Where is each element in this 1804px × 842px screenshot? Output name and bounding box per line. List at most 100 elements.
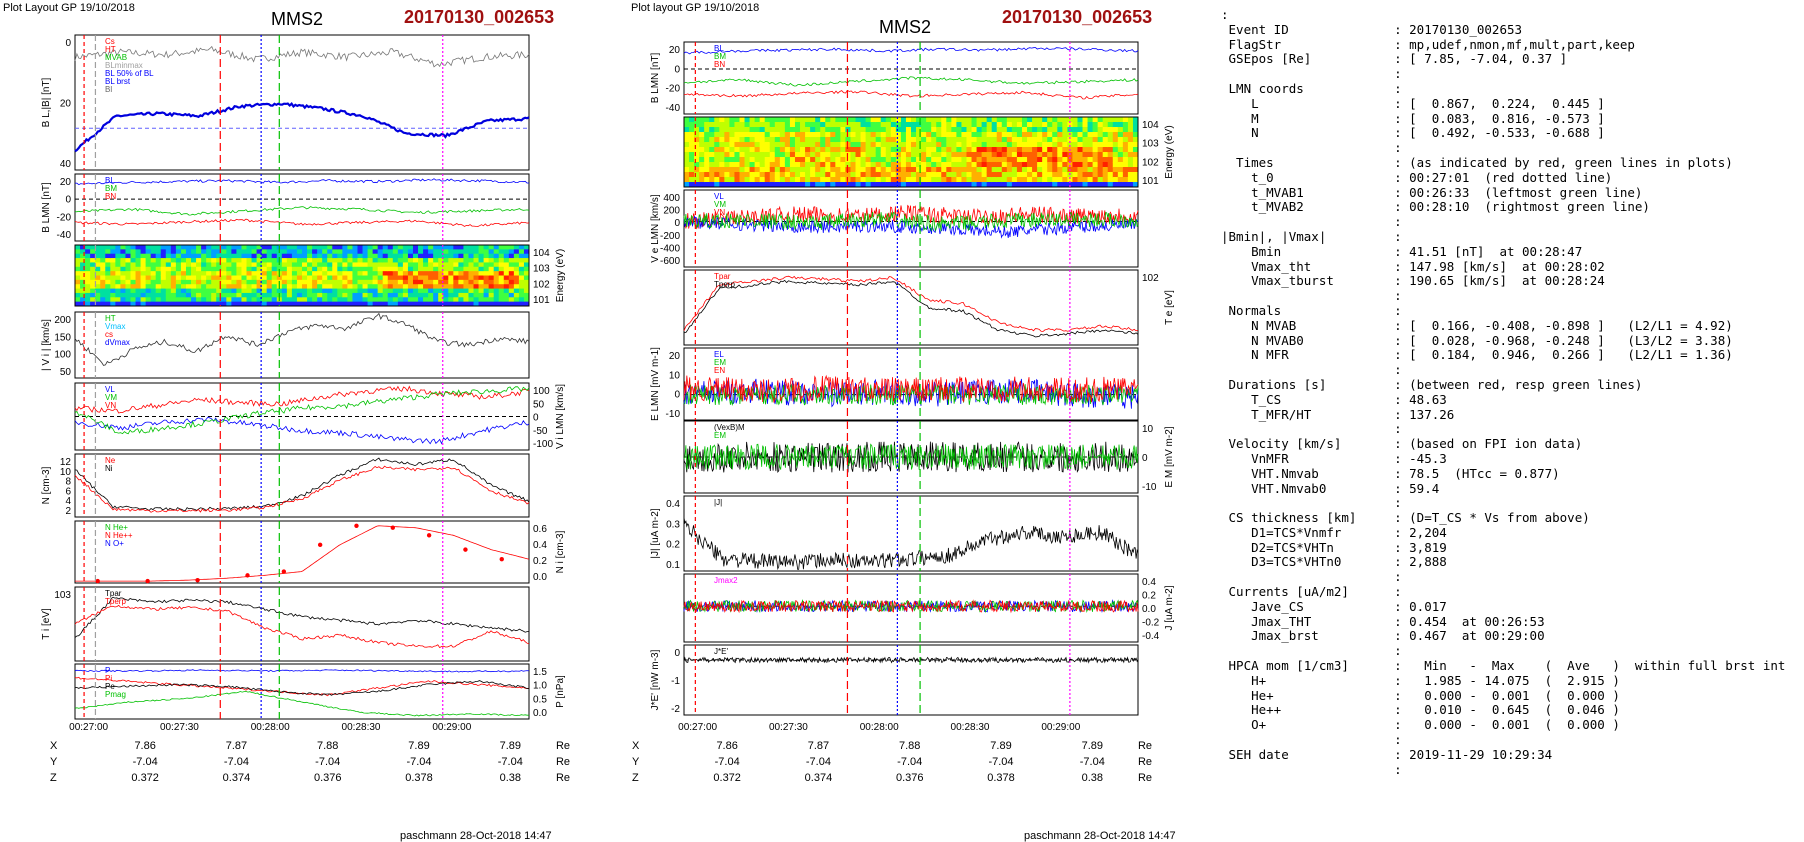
spectrogram-cell	[145, 249, 152, 255]
spectrogram-cell	[1037, 127, 1043, 133]
spectrogram-cell	[523, 301, 530, 307]
spectrogram-cell	[840, 152, 846, 158]
spectrogram-cell	[498, 271, 505, 276]
spectrogram-cell	[1122, 167, 1129, 173]
spectrogram-cell	[443, 249, 449, 255]
spectrogram-cell	[125, 245, 131, 250]
spectrogram-cell	[941, 147, 947, 153]
spectrogram-cell	[438, 275, 444, 281]
spectrogram-cell	[508, 253, 515, 259]
spectrogram-cell	[1107, 172, 1114, 178]
coord-unit: Re	[555, 740, 570, 752]
spectrogram-cell	[503, 284, 510, 290]
spectrogram-cell	[231, 301, 237, 307]
spectrogram-cell	[382, 301, 389, 307]
spectrogram-cell	[80, 253, 86, 259]
spectrogram-cell	[513, 266, 520, 272]
spectrogram-cell	[941, 137, 947, 143]
spectrogram-cell	[981, 122, 988, 128]
spectrogram-cell	[85, 279, 91, 285]
spectrogram-cell	[175, 249, 182, 255]
spectrogram-cell	[704, 152, 710, 158]
spectrogram-cell	[764, 182, 771, 188]
spectrogram-cell	[392, 258, 399, 263]
spectrogram-cell	[191, 292, 197, 298]
spectrogram-cell	[402, 245, 409, 250]
spectrogram-cell	[1132, 147, 1139, 153]
spectrogram-cell	[387, 249, 394, 255]
spectrogram-cell	[1107, 162, 1114, 168]
spectrogram-cell	[130, 279, 137, 285]
spectrogram-cell	[468, 245, 475, 250]
plot-frame	[74, 663, 530, 720]
spectrogram-cell	[231, 245, 237, 250]
spectrogram-cell	[468, 275, 475, 281]
spectrogram-cell	[251, 288, 258, 294]
spectrogram-cell	[191, 245, 197, 250]
spectrogram-cell	[296, 297, 303, 303]
spectrogram-cell	[387, 292, 394, 298]
spectrogram-cell	[231, 297, 237, 303]
spectrogram-cell	[820, 172, 826, 178]
coord-value: -7.04	[406, 756, 432, 768]
spectrogram-cell	[281, 249, 288, 255]
legend-entry: VN	[105, 401, 116, 410]
spectrogram-cell	[956, 172, 962, 178]
spectrogram-cell	[100, 245, 106, 250]
spectrogram-cell	[1122, 117, 1129, 123]
spectrogram-cell	[140, 262, 147, 268]
spectrogram-cell	[1062, 137, 1068, 143]
spectrogram-cell	[1102, 117, 1109, 123]
tick-label: 12	[60, 457, 72, 468]
spectrogram-cell	[256, 301, 263, 307]
spectrogram-cell	[794, 157, 801, 163]
spectrogram-cell	[261, 253, 268, 259]
spectrogram-cell	[357, 258, 364, 263]
spectrogram-cell	[1112, 172, 1119, 178]
spectrogram-cell	[206, 288, 212, 294]
spectrogram-cell	[473, 284, 480, 290]
spectrogram-cell	[271, 275, 278, 281]
spectrogram-cell	[407, 288, 414, 294]
spectrogram-cell	[110, 253, 116, 259]
spectrogram-cell	[463, 258, 469, 263]
spectrogram-cell	[1127, 182, 1134, 188]
spectrogram-cell	[392, 266, 399, 272]
spectrogram-cell	[352, 271, 358, 276]
spectrogram-cell	[991, 182, 998, 188]
spectrogram-cell	[860, 132, 867, 138]
spectrogram-cell	[1042, 132, 1048, 138]
spectrogram-cell	[347, 292, 353, 298]
spectrogram-cell	[402, 262, 409, 268]
spectrogram-cell	[135, 292, 142, 298]
spectrogram-cell	[120, 284, 126, 290]
spectrogram-cell	[347, 253, 353, 259]
spectrogram-cell	[241, 245, 248, 250]
spectrogram-cell	[1042, 127, 1048, 133]
spectrogram-cell	[905, 152, 912, 158]
spectrogram-cell	[764, 127, 771, 133]
spectrogram-cell	[1097, 127, 1104, 133]
spectrogram-cell	[1052, 132, 1058, 138]
spectrogram-cell	[749, 142, 756, 148]
spectrogram-cell	[1062, 167, 1068, 173]
spectrogram-cell	[412, 292, 419, 298]
spectrogram-cell	[498, 266, 505, 272]
spectrogram-cell	[145, 301, 152, 307]
spectrogram-cell	[749, 147, 756, 153]
spectrogram-cell	[80, 288, 86, 294]
spectrogram-cell	[865, 162, 872, 168]
spectrogram-cell	[830, 142, 836, 148]
coord-value: -7.04	[897, 756, 923, 768]
spectrogram-cell	[478, 279, 485, 285]
spectrogram-cell	[281, 258, 288, 263]
spectrogram-cell	[75, 275, 81, 281]
spectrogram-cell	[699, 132, 705, 138]
spectrogram-cell	[956, 122, 962, 128]
spectrogram-cell	[367, 253, 374, 259]
spectrogram-cell	[840, 117, 846, 123]
spectrogram-cell	[820, 117, 826, 123]
spectrogram-cell	[453, 297, 459, 303]
spectrogram-cell	[729, 132, 735, 138]
spectrogram-cell	[916, 152, 922, 158]
